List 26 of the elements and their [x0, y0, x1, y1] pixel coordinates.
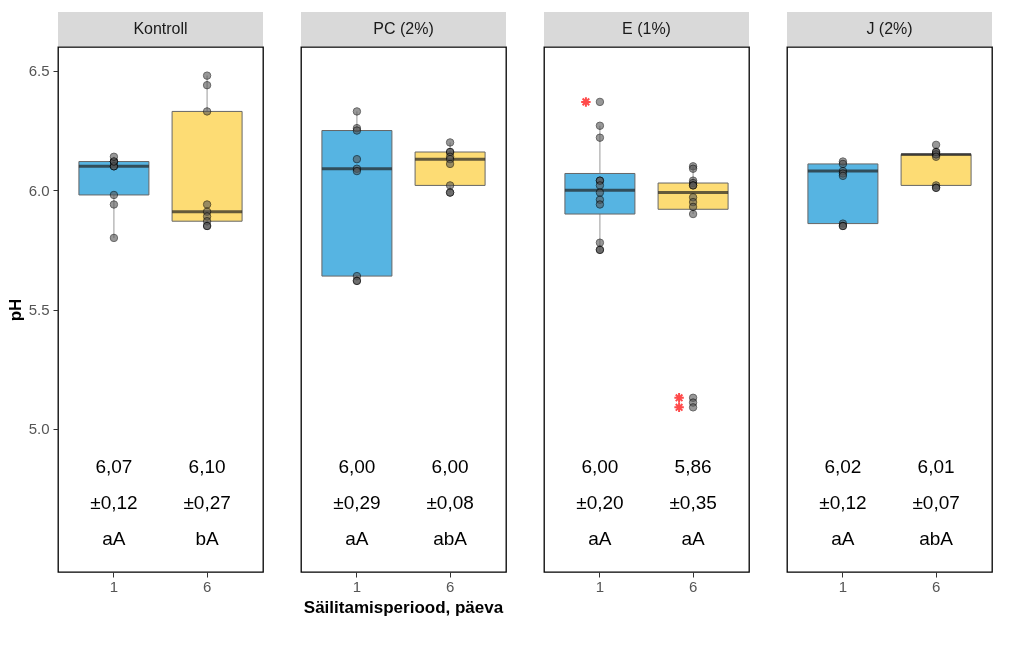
annotation: 6,10 ±0,27 bA [183, 456, 231, 549]
y-tick-label: 6.0 [28, 181, 50, 199]
y-tick-label: 6.5 [28, 62, 50, 80]
x-tick-label: 6 [445, 577, 455, 595]
x-tick-label: 6 [931, 577, 941, 595]
x-tick-label: 1 [352, 577, 362, 595]
annotation: 6,01 ±0,07 abA [912, 456, 960, 549]
annotation: 6,07 ±0,12 aA [90, 456, 138, 549]
y-axis-title: pH [5, 298, 25, 322]
x-tick-label: 6 [688, 577, 698, 595]
chart-title: J (2%) [866, 20, 913, 37]
x-tick-label: 1 [838, 577, 848, 595]
chart-title: E (1%) [622, 20, 671, 37]
annotation: 6,00 ±0,08 abA [426, 456, 474, 549]
x-tick-label: 1 [109, 577, 119, 595]
chart-title: PC (2%) [373, 20, 434, 37]
annotation: 5,86 ±0,35 aA [669, 456, 717, 549]
y-tick-label: 5.0 [28, 420, 50, 438]
annotation: 6,00 ±0,20 aA [576, 456, 624, 549]
x-axis-title: Säilitamisperiood, päeva [303, 598, 504, 617]
x-tick-label: 6 [202, 577, 212, 595]
chart-title: Kontroll [133, 20, 188, 37]
annotation: 6,00 ±0,29 aA [333, 456, 381, 549]
x-tick-label: 1 [595, 577, 605, 595]
y-tick-label: 5.5 [28, 301, 50, 318]
annotation: 6,02 ±0,12 aA [819, 456, 867, 549]
